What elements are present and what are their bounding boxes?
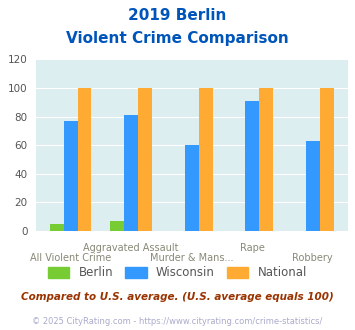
Bar bbox=[64, 121, 77, 231]
Text: Murder & Mans...: Murder & Mans... bbox=[150, 253, 234, 263]
Text: Robbery: Robbery bbox=[293, 253, 333, 263]
Bar bbox=[110, 221, 124, 231]
Bar bbox=[320, 88, 334, 231]
Bar bbox=[185, 145, 199, 231]
Text: Violent Crime Comparison: Violent Crime Comparison bbox=[66, 31, 289, 46]
Bar bbox=[50, 224, 64, 231]
Text: Rape: Rape bbox=[240, 243, 265, 253]
Text: Aggravated Assault: Aggravated Assault bbox=[83, 243, 179, 253]
Bar bbox=[259, 88, 273, 231]
Text: All Violent Crime: All Violent Crime bbox=[30, 253, 111, 263]
Bar bbox=[199, 88, 213, 231]
Text: 2019 Berlin: 2019 Berlin bbox=[128, 8, 227, 23]
Bar bbox=[306, 141, 320, 231]
Bar bbox=[245, 101, 259, 231]
Legend: Berlin, Wisconsin, National: Berlin, Wisconsin, National bbox=[44, 262, 311, 284]
Bar bbox=[124, 115, 138, 231]
Text: © 2025 CityRating.com - https://www.cityrating.com/crime-statistics/: © 2025 CityRating.com - https://www.city… bbox=[32, 317, 323, 326]
Text: Compared to U.S. average. (U.S. average equals 100): Compared to U.S. average. (U.S. average … bbox=[21, 292, 334, 302]
Bar bbox=[77, 88, 92, 231]
Bar bbox=[138, 88, 152, 231]
